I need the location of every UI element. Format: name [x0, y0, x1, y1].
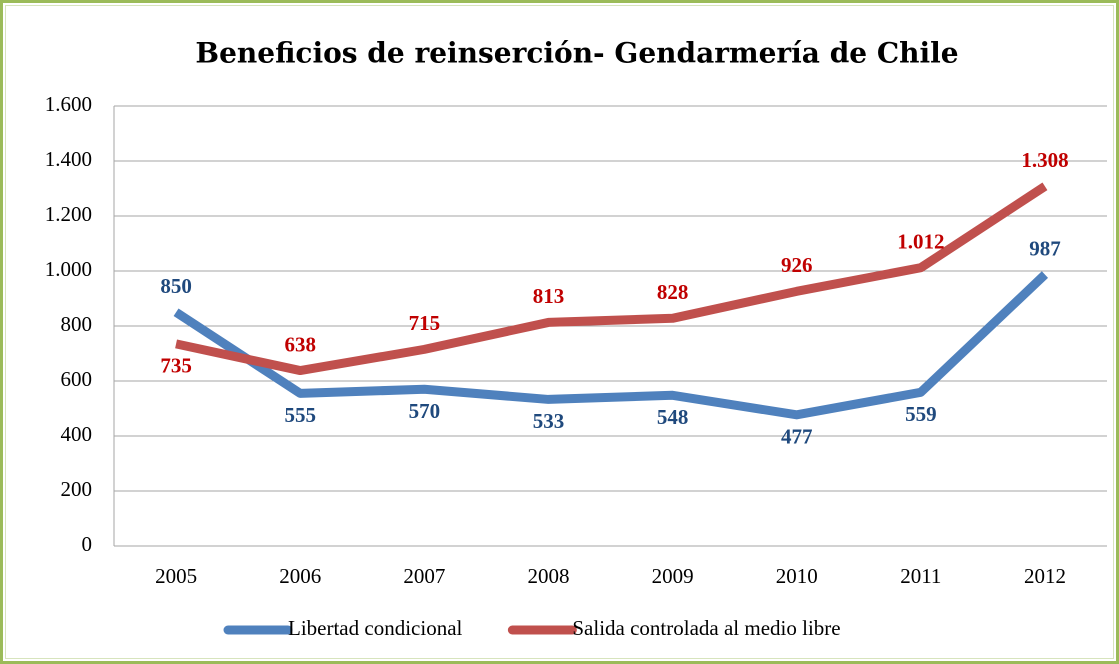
data-label: 1.308	[1021, 148, 1068, 172]
legend-label: Salida controlada al medio libre	[572, 616, 840, 640]
data-label: 735	[160, 354, 192, 378]
x-tick-label: 2010	[776, 564, 818, 588]
data-label: 987	[1029, 236, 1061, 260]
x-tick-label: 2012	[1024, 564, 1066, 588]
data-label: 570	[409, 399, 441, 423]
line-series	[175, 182, 1048, 376]
data-label: 559	[905, 402, 937, 426]
data-label: 1.012	[897, 230, 944, 254]
y-tick-label: 1.400	[45, 147, 92, 171]
y-tick-label: 1.200	[45, 202, 92, 226]
line-series	[173, 271, 1049, 420]
data-label: 533	[533, 409, 565, 433]
data-label: 548	[657, 405, 689, 429]
chart-frame-inner	[5, 5, 1114, 659]
data-label: 638	[284, 332, 316, 356]
data-label: 926	[781, 253, 813, 277]
x-tick-label: 2005	[155, 564, 197, 588]
x-tick-label: 2007	[403, 564, 445, 588]
data-label: 715	[409, 311, 441, 335]
y-tick-label: 600	[61, 367, 93, 391]
data-label: 850	[160, 274, 192, 298]
x-tick-label: 2009	[652, 564, 694, 588]
chart-title: Beneficios de reinserción- Gendarmería d…	[195, 37, 958, 70]
y-tick-label: 200	[61, 477, 93, 501]
y-tick-label: 400	[61, 422, 93, 446]
legend-label: Libertad condicional	[288, 616, 463, 640]
x-tick-label: 2006	[279, 564, 321, 588]
y-tick-label: 1.000	[45, 257, 92, 281]
y-tick-label: 1.600	[45, 92, 92, 116]
data-label: 828	[657, 280, 689, 304]
x-tick-label: 2008	[527, 564, 569, 588]
y-tick-label: 0	[82, 532, 93, 556]
y-tick-label: 800	[61, 312, 93, 336]
data-label: 813	[533, 284, 565, 308]
data-label: 555	[284, 403, 316, 427]
data-label: 477	[781, 425, 813, 449]
x-tick-label: 2011	[900, 564, 941, 588]
